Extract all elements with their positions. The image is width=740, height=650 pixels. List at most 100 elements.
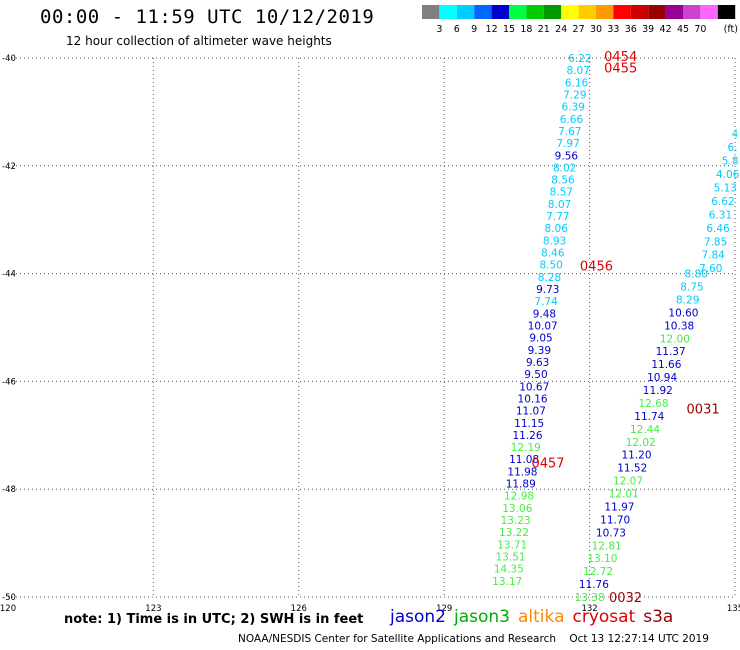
track-a-value: 8.93 — [543, 235, 566, 247]
track-a-value: 11.26 — [512, 430, 542, 442]
legend-altika: altika — [518, 607, 565, 627]
legend-s3a: s3a — [643, 607, 673, 627]
track-a-value: 7.29 — [563, 89, 586, 101]
track-a-value: 9.63 — [526, 357, 549, 369]
track-b-value: 10.73 — [596, 527, 626, 539]
x-tick-label: 120 — [0, 604, 16, 614]
track-a-value: 8.46 — [541, 248, 565, 260]
track-a-value: 13.23 — [501, 515, 531, 527]
track-a-value: 8.50 — [539, 260, 562, 272]
pass-time-label: 0031 — [687, 402, 720, 417]
legend-cryosat: cryosat — [573, 607, 636, 627]
track-a-value: 8.56 — [551, 175, 575, 187]
track-a-value: 8.07 — [567, 65, 590, 77]
track-a-value: 14.35 — [494, 564, 524, 576]
track-b-value: 12.02 — [626, 437, 656, 449]
track-a-value: 13.51 — [496, 552, 526, 564]
track-b-value: 11.52 — [617, 463, 647, 475]
track-b-value: 11.97 — [604, 501, 634, 513]
track-a-value: 7.74 — [534, 296, 558, 308]
track-a-value: 9.73 — [536, 284, 559, 296]
track-b-value: 11.74 — [634, 411, 664, 423]
track-a-value: 8.06 — [545, 223, 569, 235]
track-b-value: 8.75 — [680, 282, 703, 294]
track-a-value: 8.57 — [550, 187, 573, 199]
track-b-value: 10.60 — [668, 307, 698, 319]
track-a-value: 7.67 — [558, 126, 581, 138]
track-b-value: 12.00 — [660, 333, 690, 345]
track-b-value: 11.37 — [656, 346, 686, 358]
credit-line: NOAA/NESDIS Center for Satellite Applica… — [238, 633, 709, 645]
track-a-value: 11.89 — [506, 479, 536, 491]
y-tick-label: -48 — [2, 485, 16, 495]
track-a-value: 8.02 — [553, 162, 576, 174]
track-a-value: 13.17 — [492, 576, 522, 588]
legend-jason3: jason3 — [454, 607, 510, 627]
track-b-value: 13.38 — [575, 592, 605, 604]
track-c-value: 6.62 — [711, 196, 734, 208]
track-a-value: 10.07 — [528, 320, 558, 332]
track-b-value: 12.72 — [583, 566, 613, 578]
track-b-value: 11.76 — [579, 579, 609, 591]
pass-time-label: 0032 — [609, 591, 642, 606]
track-b-value: 8.29 — [676, 294, 699, 306]
track-a-value: 11.07 — [516, 406, 546, 418]
track-a-value: 7.77 — [546, 211, 569, 223]
track-a-value: 8.07 — [548, 199, 571, 211]
track-a-value: 9.48 — [533, 308, 556, 320]
track-a-value: 9.39 — [528, 345, 551, 357]
track-a-value: 6.39 — [561, 102, 584, 114]
track-c-value: 7.85 — [704, 236, 727, 248]
y-tick-label: -42 — [2, 162, 16, 172]
pass-time-label: 0457 — [531, 456, 564, 471]
track-c-value: 6.46 — [706, 223, 730, 235]
track-b-value: 10.94 — [647, 372, 677, 384]
track-b-value: 12.07 — [613, 476, 643, 488]
track-a-value: 7.97 — [556, 138, 579, 150]
track-b-value: 12.01 — [609, 489, 639, 501]
track-a-value: 10.67 — [519, 381, 549, 393]
track-c-value: 7.60 — [699, 263, 722, 275]
track-a-value: 10.16 — [518, 393, 548, 405]
legend-jason2: jason2 — [390, 607, 446, 627]
track-c-value: 7.84 — [701, 250, 725, 262]
track-b-value: 11.92 — [643, 385, 673, 397]
y-tick-label: -46 — [2, 377, 16, 387]
track-b-value: 12.81 — [592, 540, 622, 552]
track-b-value: 11.20 — [621, 450, 651, 462]
track-a-value: 13.22 — [499, 527, 529, 539]
track-a-value: 11.15 — [514, 418, 544, 430]
track-a-value: 6.16 — [565, 77, 589, 89]
track-a-value: 8.28 — [538, 272, 561, 284]
track-a-value: 13.06 — [502, 503, 532, 515]
track-c-value: 5.13 — [714, 182, 737, 194]
track-c-value: 4 — [732, 128, 739, 140]
track-a-value: 9.05 — [529, 333, 552, 345]
x-tick-label: 135 — [727, 604, 740, 614]
track-c-value: 5.8 — [722, 155, 739, 167]
pass-time-label: 0456 — [580, 260, 613, 275]
track-a-value: 12.98 — [504, 491, 534, 503]
track-a-value: 9.50 — [524, 369, 547, 381]
wave-height-map: -40-42-44-46-48-501201231261291321356.22… — [0, 0, 740, 650]
track-b-value: 13.10 — [587, 553, 617, 565]
track-a-value: 9.56 — [555, 150, 579, 162]
track-b-value: 10.38 — [664, 320, 694, 332]
y-tick-label: -50 — [2, 593, 16, 603]
pass-time-label: 0455 — [604, 62, 637, 77]
track-a-value: 6.22 — [568, 53, 591, 65]
track-b-value: 11.66 — [651, 359, 681, 371]
y-tick-label: -40 — [2, 54, 16, 64]
y-tick-label: -44 — [2, 270, 16, 280]
track-b-value: 11.70 — [600, 514, 630, 526]
units-note: note: 1) Time is in UTC; 2) SWH is in fe… — [64, 612, 363, 627]
track-a-value: 6.66 — [560, 114, 584, 126]
satellite-legend: jason2 jason3 altika cryosat s3a — [390, 607, 681, 627]
track-c-value: 4.06 — [716, 169, 740, 181]
track-b-value: 12.44 — [630, 424, 660, 436]
track-a-value: 12.19 — [511, 442, 541, 454]
track-b-value: 12.68 — [639, 398, 669, 410]
track-c-value: 6.31 — [709, 209, 732, 221]
track-a-value: 13.71 — [497, 539, 527, 551]
track-c-value: 6. — [728, 142, 738, 154]
